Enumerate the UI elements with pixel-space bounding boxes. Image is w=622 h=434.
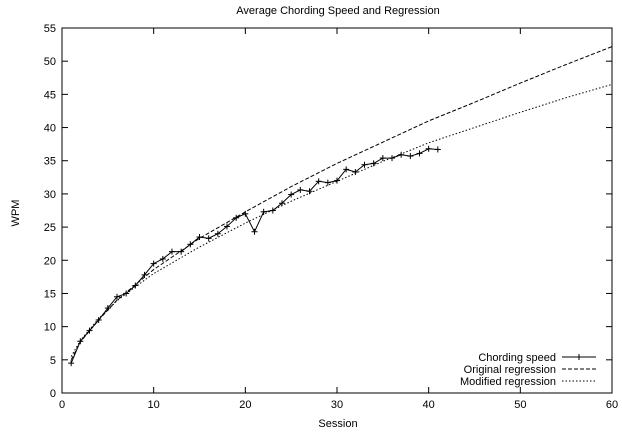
y-tick-label: 55	[44, 23, 56, 35]
data-point	[86, 327, 93, 334]
data-point	[224, 223, 230, 230]
y-tick-label: 5	[50, 355, 56, 367]
data-point	[214, 230, 221, 237]
y-tick-label: 50	[44, 56, 56, 68]
x-tick-label: 0	[59, 399, 65, 411]
data-point	[416, 150, 423, 157]
y-tick-label: 10	[44, 322, 56, 334]
y-ticks: 0 5 10 15 20 25 30 35 40 45 50 55	[44, 23, 612, 400]
data-point	[324, 179, 331, 186]
x-tick-label: 60	[606, 399, 618, 411]
data-point	[288, 191, 295, 198]
data-point	[169, 248, 175, 255]
data-point	[260, 208, 267, 215]
y-tick-label: 45	[44, 89, 56, 101]
y-tick-label: 25	[44, 222, 56, 234]
y-tick-label: 0	[50, 388, 56, 400]
data-point	[132, 282, 139, 289]
y-tick-label: 35	[44, 156, 56, 168]
series-1	[70, 46, 613, 361]
data-point	[187, 241, 194, 248]
plot-frame	[61, 27, 613, 394]
data-point	[68, 360, 75, 367]
y-tick-label: 15	[44, 288, 56, 300]
series-layer	[68, 46, 613, 367]
series-2	[70, 83, 613, 357]
series-line-1	[70, 46, 613, 361]
data-point	[352, 169, 359, 176]
data-point	[315, 178, 322, 185]
y-tick-label: 40	[44, 123, 56, 135]
legend-label: Chording speed	[478, 352, 556, 364]
x-tick-label: 50	[514, 399, 526, 411]
x-tick-label: 40	[423, 399, 435, 411]
data-point	[379, 155, 386, 162]
data-point	[306, 188, 313, 195]
series-0	[68, 145, 441, 367]
data-point	[159, 255, 166, 262]
x-tick-label: 10	[148, 399, 160, 411]
data-point	[434, 146, 441, 153]
series-line-0	[70, 148, 438, 364]
y-tick-label: 20	[44, 255, 56, 267]
chart-title: Average Chording Speed and Regression	[236, 5, 439, 17]
data-point	[178, 248, 185, 255]
data-point	[361, 161, 368, 168]
data-point	[114, 293, 120, 300]
data-point	[389, 155, 395, 162]
legend-label: Original regression	[464, 364, 556, 376]
x-axis-label: Session	[318, 418, 357, 430]
x-tick-label: 30	[331, 399, 343, 411]
x-tick-label: 20	[239, 399, 251, 411]
data-point	[370, 160, 377, 167]
x-ticks: 0 10 20 30 40 50 60	[59, 28, 618, 411]
y-tick-label: 30	[44, 189, 56, 201]
data-point	[297, 186, 304, 193]
data-point	[251, 228, 258, 235]
legend-label: Modified regression	[460, 376, 556, 388]
y-axis-label: WPM	[10, 200, 22, 227]
series-line-2	[70, 83, 613, 357]
data-point	[407, 153, 414, 160]
data-point	[150, 260, 157, 267]
data-point	[343, 166, 350, 173]
data-point	[205, 235, 212, 242]
data-point	[398, 151, 405, 158]
data-point	[425, 145, 432, 152]
